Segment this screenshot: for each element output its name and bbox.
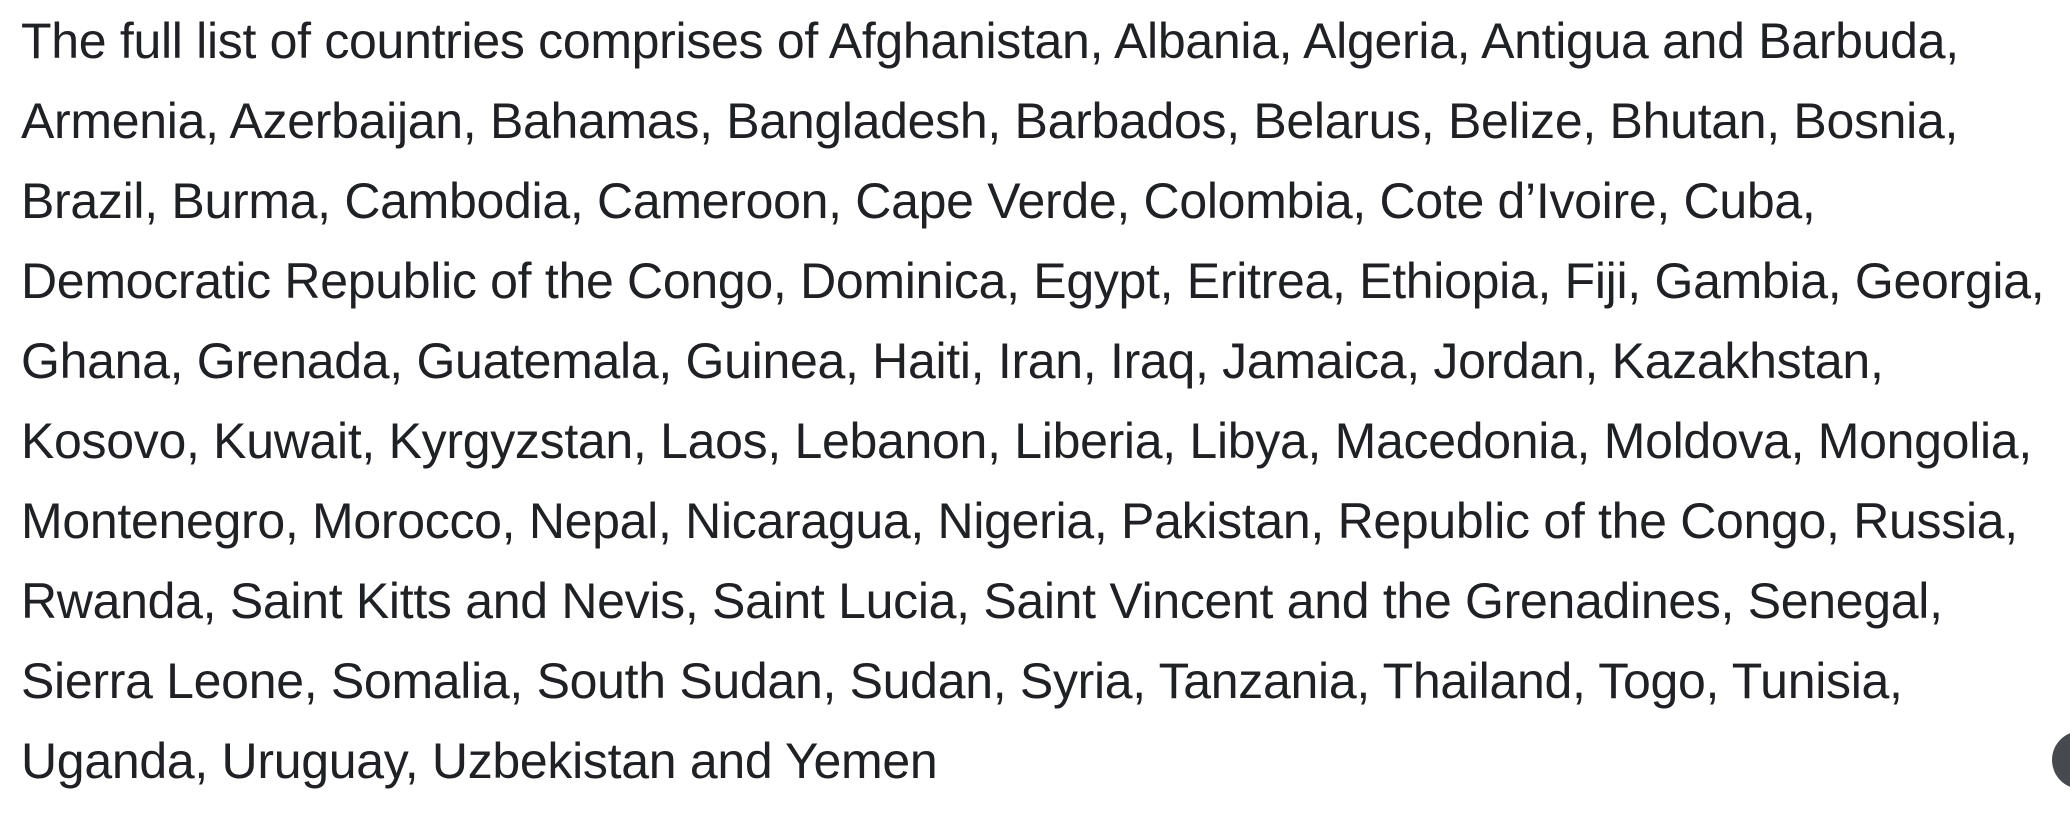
country-list-paragraph: The full list of countries comprises of … xyxy=(21,13,2045,789)
country-list-line: Rwanda, Saint Kitts and Nevis, Saint Luc… xyxy=(21,573,1943,629)
floating-action-button[interactable] xyxy=(2052,731,2070,789)
country-list-line: The full list of countries comprises of … xyxy=(21,13,1959,69)
country-list-line: Ghana, Grenada, Guatemala, Guinea, Haiti… xyxy=(21,333,1884,389)
country-list-line: Sierra Leone, Somalia, South Sudan, Suda… xyxy=(21,653,1903,709)
country-list-line: Uganda, Uruguay, Uzbekistan and Yemen xyxy=(21,733,938,789)
country-list-line: Democratic Republic of the Congo, Domini… xyxy=(21,253,2045,309)
country-list-line: Armenia, Azerbaijan, Bahamas, Bangladesh… xyxy=(21,93,1959,149)
country-list-line: Montenegro, Morocco, Nepal, Nicaragua, N… xyxy=(21,493,2018,549)
country-list-line: Brazil, Burma, Cambodia, Cameroon, Cape … xyxy=(21,173,1816,229)
country-list-line: Kosovo, Kuwait, Kyrgyzstan, Laos, Lebano… xyxy=(21,413,2032,469)
